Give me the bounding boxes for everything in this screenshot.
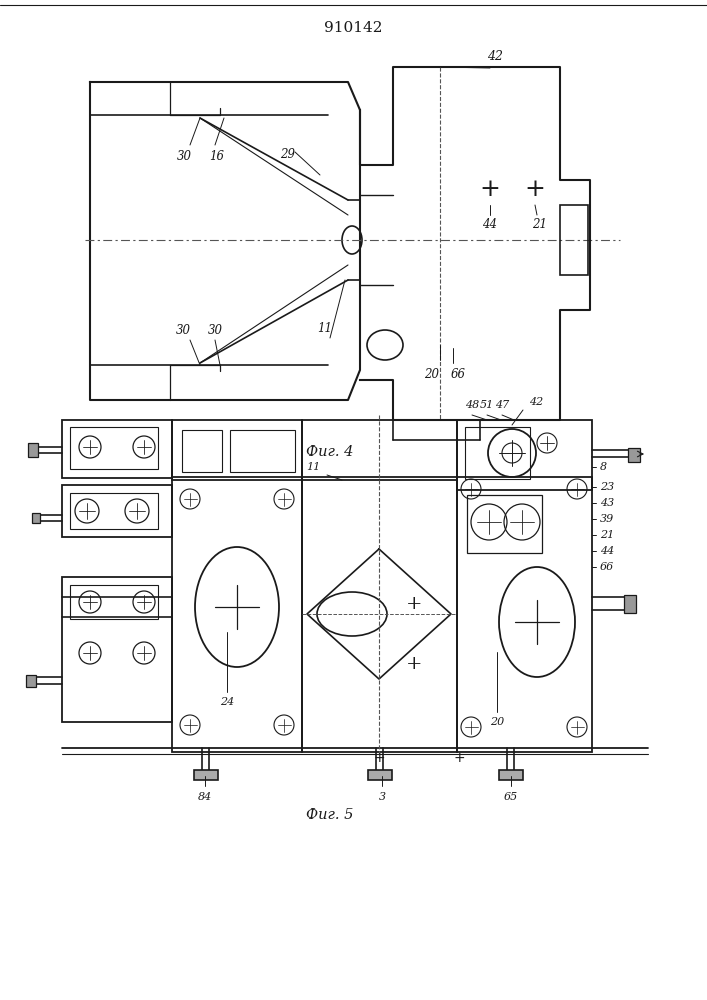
Text: +: + — [525, 178, 545, 202]
Text: 20: 20 — [424, 368, 440, 381]
Text: 43: 43 — [600, 498, 614, 508]
Bar — [302, 420, 457, 480]
Text: 11: 11 — [317, 322, 332, 335]
Text: 51: 51 — [480, 400, 494, 410]
Bar — [172, 477, 302, 752]
Circle shape — [502, 443, 522, 463]
Text: Фиг. 4: Фиг. 4 — [306, 445, 354, 459]
Bar — [465, 427, 530, 479]
Text: 910142: 910142 — [324, 21, 382, 35]
Text: 11: 11 — [305, 462, 320, 472]
Text: 44: 44 — [600, 546, 614, 556]
Ellipse shape — [342, 226, 362, 254]
Ellipse shape — [317, 592, 387, 636]
Bar — [368, 770, 392, 780]
Bar — [194, 770, 218, 780]
Bar — [499, 770, 523, 780]
Text: 66: 66 — [600, 562, 614, 572]
Text: 44: 44 — [482, 218, 498, 231]
Bar — [70, 585, 158, 619]
Text: 29: 29 — [281, 148, 296, 161]
Bar — [32, 513, 40, 523]
Text: +: + — [453, 751, 464, 765]
Text: 39: 39 — [600, 514, 614, 524]
Text: 20: 20 — [490, 717, 504, 727]
Text: 30: 30 — [207, 324, 223, 337]
Bar — [70, 493, 158, 529]
Bar — [62, 420, 172, 478]
Bar — [172, 420, 302, 480]
Text: +: + — [406, 595, 422, 613]
Text: 48: 48 — [465, 400, 479, 410]
Bar — [560, 205, 588, 275]
Text: 8: 8 — [600, 462, 607, 472]
Text: 66: 66 — [450, 368, 465, 381]
Text: 23: 23 — [600, 482, 614, 492]
Text: 24: 24 — [220, 697, 234, 707]
Bar — [624, 595, 636, 613]
Ellipse shape — [195, 547, 279, 667]
Bar — [28, 443, 38, 457]
Text: +: + — [373, 751, 385, 765]
Ellipse shape — [499, 567, 575, 677]
Text: 65: 65 — [504, 792, 518, 802]
Circle shape — [537, 433, 557, 453]
Ellipse shape — [367, 330, 403, 360]
Bar — [230, 430, 295, 472]
Text: 21: 21 — [600, 530, 614, 540]
Bar — [62, 577, 172, 722]
Text: Фиг. 5: Фиг. 5 — [306, 808, 354, 822]
Text: 21: 21 — [532, 218, 547, 231]
Bar — [628, 448, 640, 462]
Bar — [70, 427, 158, 469]
Text: +: + — [479, 178, 501, 202]
Text: 42: 42 — [529, 397, 543, 407]
Text: 16: 16 — [209, 150, 225, 163]
Bar — [26, 675, 36, 687]
Text: 42: 42 — [487, 50, 503, 63]
Bar — [467, 495, 542, 553]
Circle shape — [488, 429, 536, 477]
Text: 30: 30 — [175, 324, 190, 337]
Bar — [457, 420, 592, 490]
Text: 3: 3 — [378, 792, 385, 802]
Bar — [62, 485, 172, 537]
Text: 84: 84 — [198, 792, 212, 802]
Bar — [182, 430, 222, 472]
Bar — [302, 477, 457, 752]
Text: 47: 47 — [495, 400, 509, 410]
Bar — [457, 477, 592, 752]
Text: 30: 30 — [177, 150, 192, 163]
Text: +: + — [406, 655, 422, 673]
